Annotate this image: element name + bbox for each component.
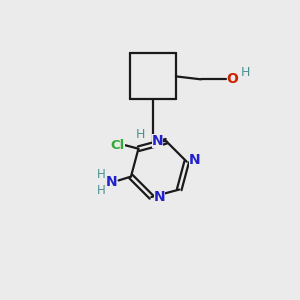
Text: N: N	[154, 190, 165, 204]
Text: Cl: Cl	[111, 139, 125, 152]
Text: H: H	[136, 128, 145, 141]
Text: H: H	[240, 66, 250, 80]
Text: N: N	[189, 153, 201, 167]
Text: N: N	[105, 176, 117, 190]
Text: O: O	[226, 72, 238, 86]
Text: N: N	[152, 134, 163, 148]
Text: H: H	[97, 184, 105, 197]
Text: H: H	[97, 168, 105, 181]
